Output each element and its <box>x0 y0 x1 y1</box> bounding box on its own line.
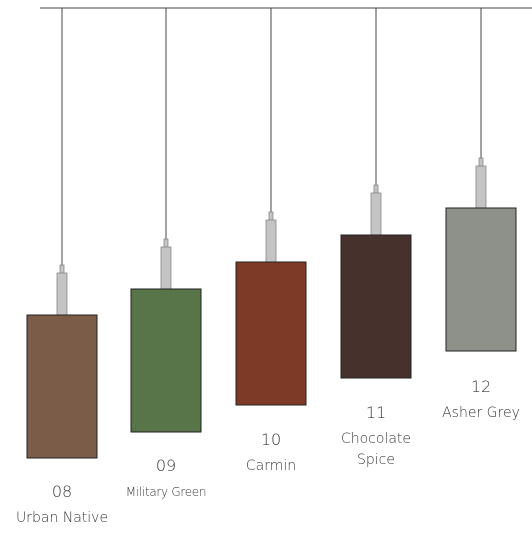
connector <box>370 192 382 236</box>
item-number: 09 <box>156 456 176 475</box>
connector <box>478 157 484 167</box>
connector <box>160 246 172 290</box>
item-name: Spice <box>357 452 395 468</box>
connector <box>265 219 277 263</box>
shade <box>130 288 202 433</box>
item-name: Urban Native <box>16 510 108 526</box>
item-name: Chocolate <box>341 431 411 447</box>
connector <box>59 264 65 274</box>
connector <box>163 238 169 248</box>
shade <box>445 207 517 352</box>
item-number: 10 <box>261 430 281 449</box>
shade <box>340 234 412 379</box>
connector <box>373 184 379 194</box>
item-number: 08 <box>52 482 72 501</box>
shade <box>235 261 307 406</box>
item-number: 12 <box>471 377 491 396</box>
pendants: 08 Urban Native 09 Military Green 10 Carmin 11… <box>16 8 520 526</box>
item-name: Military Green <box>126 485 206 499</box>
item-name: Asher Grey <box>442 405 520 421</box>
connector <box>56 272 68 316</box>
item-number: 11 <box>366 403 386 422</box>
connector <box>268 211 274 221</box>
shade <box>26 314 98 459</box>
item-name: Carmin <box>246 458 296 474</box>
connector <box>475 165 487 209</box>
